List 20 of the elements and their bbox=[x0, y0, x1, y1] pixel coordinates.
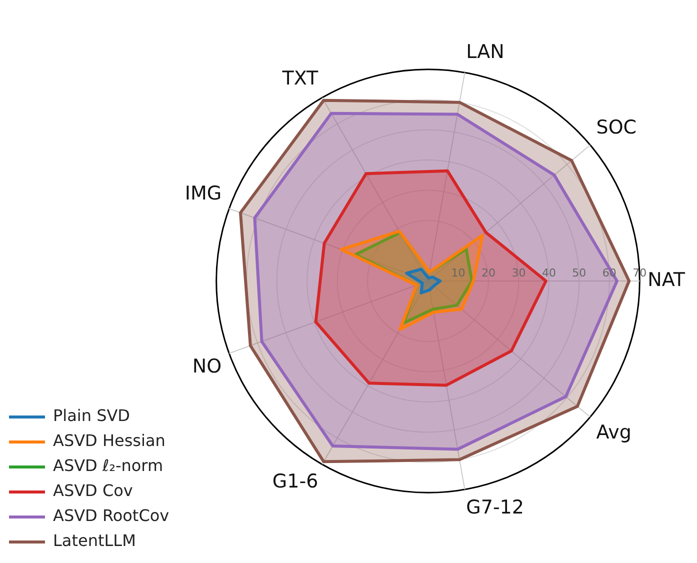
spoke-label: G1-6 bbox=[272, 470, 318, 493]
y-tick-label: 50 bbox=[572, 266, 586, 280]
spoke-label: NO bbox=[192, 355, 222, 378]
legend-label: ASVD ℓ₂-norm bbox=[53, 456, 164, 476]
spoke-label: LAN bbox=[466, 41, 504, 64]
legend-label: ASVD Hessian bbox=[53, 431, 166, 450]
spoke-label: Avg bbox=[596, 422, 632, 444]
legend-label: Plain SVD bbox=[53, 406, 130, 426]
legend-label: ASVD Cov bbox=[53, 481, 133, 500]
y-tick-label: 40 bbox=[542, 266, 556, 280]
spoke-label: TXT bbox=[281, 67, 319, 90]
spoke-label: IMG bbox=[184, 182, 222, 204]
spoke-label: G7-12 bbox=[466, 496, 524, 519]
y-tick-label: 10 bbox=[451, 266, 466, 280]
legend-label: LatentLLM bbox=[53, 531, 136, 550]
spoke-label: SOC bbox=[596, 116, 637, 138]
y-tick-label: 30 bbox=[512, 266, 526, 280]
y-tick-label: 20 bbox=[481, 266, 496, 280]
spoke-label: NAT bbox=[648, 268, 686, 291]
legend-label: ASVD RootCov bbox=[53, 506, 170, 526]
